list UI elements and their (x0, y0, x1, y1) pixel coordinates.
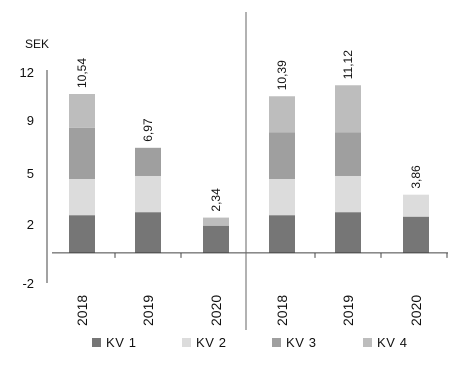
bar-stacks (69, 85, 429, 253)
bar-segment-kv1 (335, 212, 361, 253)
legend-item-kv3: KV 3 (272, 334, 317, 350)
x-tick-label: 2018 (274, 295, 290, 326)
bar-segment-kv4 (69, 94, 95, 128)
y-tick-label: 9 (27, 113, 34, 128)
y-axis-ticks: 12 9 5 2 -2 (20, 65, 34, 291)
legend-swatch-kv4 (363, 337, 372, 347)
legend-label-kv4: KV 4 (377, 334, 408, 350)
x-axis-tick-labels: 2018 2019 2020 2018 2019 2020 (74, 295, 424, 326)
y-tick-label: -2 (22, 276, 34, 291)
bar-segment-kv3 (69, 127, 95, 180)
legend-item-kv1: KV 1 (92, 334, 137, 350)
bar-segment-kv2 (335, 175, 361, 213)
total-label: 3,86 (409, 165, 423, 189)
bar-segment-kv1 (269, 215, 295, 253)
bar-segment-kv2 (135, 175, 161, 213)
bar-segment-kv1 (203, 225, 229, 253)
legend-item-kv2: KV 2 (182, 334, 227, 350)
legend-label-kv1: KV 1 (106, 334, 137, 350)
bar-segment-kv4 (269, 96, 295, 133)
total-label: 6,97 (141, 118, 155, 142)
x-tick-label: 2020 (408, 295, 424, 326)
legend-label-kv2: KV 2 (196, 334, 227, 350)
bar-segment-kv3 (269, 132, 295, 180)
x-tick-label: 2019 (140, 295, 156, 326)
bar-segment-kv2 (69, 179, 95, 216)
legend-label-kv3: KV 3 (286, 334, 317, 350)
legend-item-kv4: KV 4 (363, 334, 408, 350)
axes (46, 12, 448, 330)
bar-segment-kv4 (335, 85, 361, 133)
bar-segment-kv4 (203, 217, 229, 226)
total-label: 11,12 (341, 50, 355, 79)
legend-swatch-kv1 (92, 337, 101, 347)
y-tick-label: 12 (20, 65, 34, 80)
x-tick-label: 2019 (340, 295, 356, 326)
legend-swatch-kv3 (272, 337, 281, 347)
legend-swatch-kv2 (182, 337, 191, 347)
bar-segment-kv2 (269, 179, 295, 216)
total-labels: 10,54 6,97 2,34 10,39 11,12 3,86 (75, 50, 423, 212)
bar-segment-kv3 (135, 147, 161, 176)
x-tick-label: 2018 (74, 295, 90, 326)
total-label: 10,54 (75, 58, 89, 88)
total-label: 2,34 (209, 188, 223, 212)
legend: KV 1 KV 2 KV 3 KV 4 (0, 330, 455, 356)
y-tick-label: 2 (27, 217, 34, 232)
bar-segment-kv1 (69, 215, 95, 253)
total-label: 10,39 (275, 60, 289, 90)
y-axis-unit-label: SEK (25, 37, 49, 51)
bar-segment-kv1 (403, 216, 429, 253)
x-tick-label: 2020 (208, 295, 224, 326)
bar-segment-kv3 (335, 132, 361, 176)
bar-segment-kv2 (403, 194, 429, 217)
y-tick-label: 5 (27, 166, 34, 181)
bar-segment-kv1 (135, 212, 161, 253)
